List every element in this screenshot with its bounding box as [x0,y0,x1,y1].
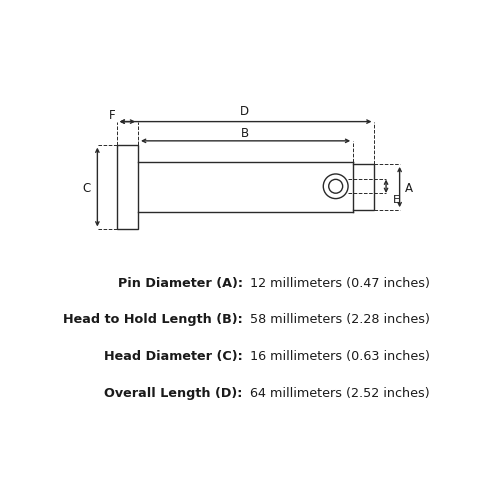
Text: 16 millimeters (0.63 inches): 16 millimeters (0.63 inches) [250,350,430,363]
Text: 58 millimeters (2.28 inches): 58 millimeters (2.28 inches) [250,314,430,326]
Bar [353,164,374,210]
Text: C: C [82,182,90,196]
Text: Head to Hold Length (B):: Head to Hold Length (B): [63,314,242,326]
Text: 64 millimeters (2.52 inches): 64 millimeters (2.52 inches) [250,386,430,400]
Text: 12 millimeters (0.47 inches): 12 millimeters (0.47 inches) [250,277,430,290]
Text: Overall Length (D):: Overall Length (D): [104,386,242,400]
Text: D: D [240,106,249,118]
Text: F: F [109,110,116,122]
Text: A: A [406,182,413,196]
Text: Head Diameter (C):: Head Diameter (C): [104,350,242,363]
Text: B: B [240,128,248,140]
Bar [117,144,138,230]
Text: Pin Diameter (A):: Pin Diameter (A): [118,277,242,290]
Text: E: E [393,195,400,205]
